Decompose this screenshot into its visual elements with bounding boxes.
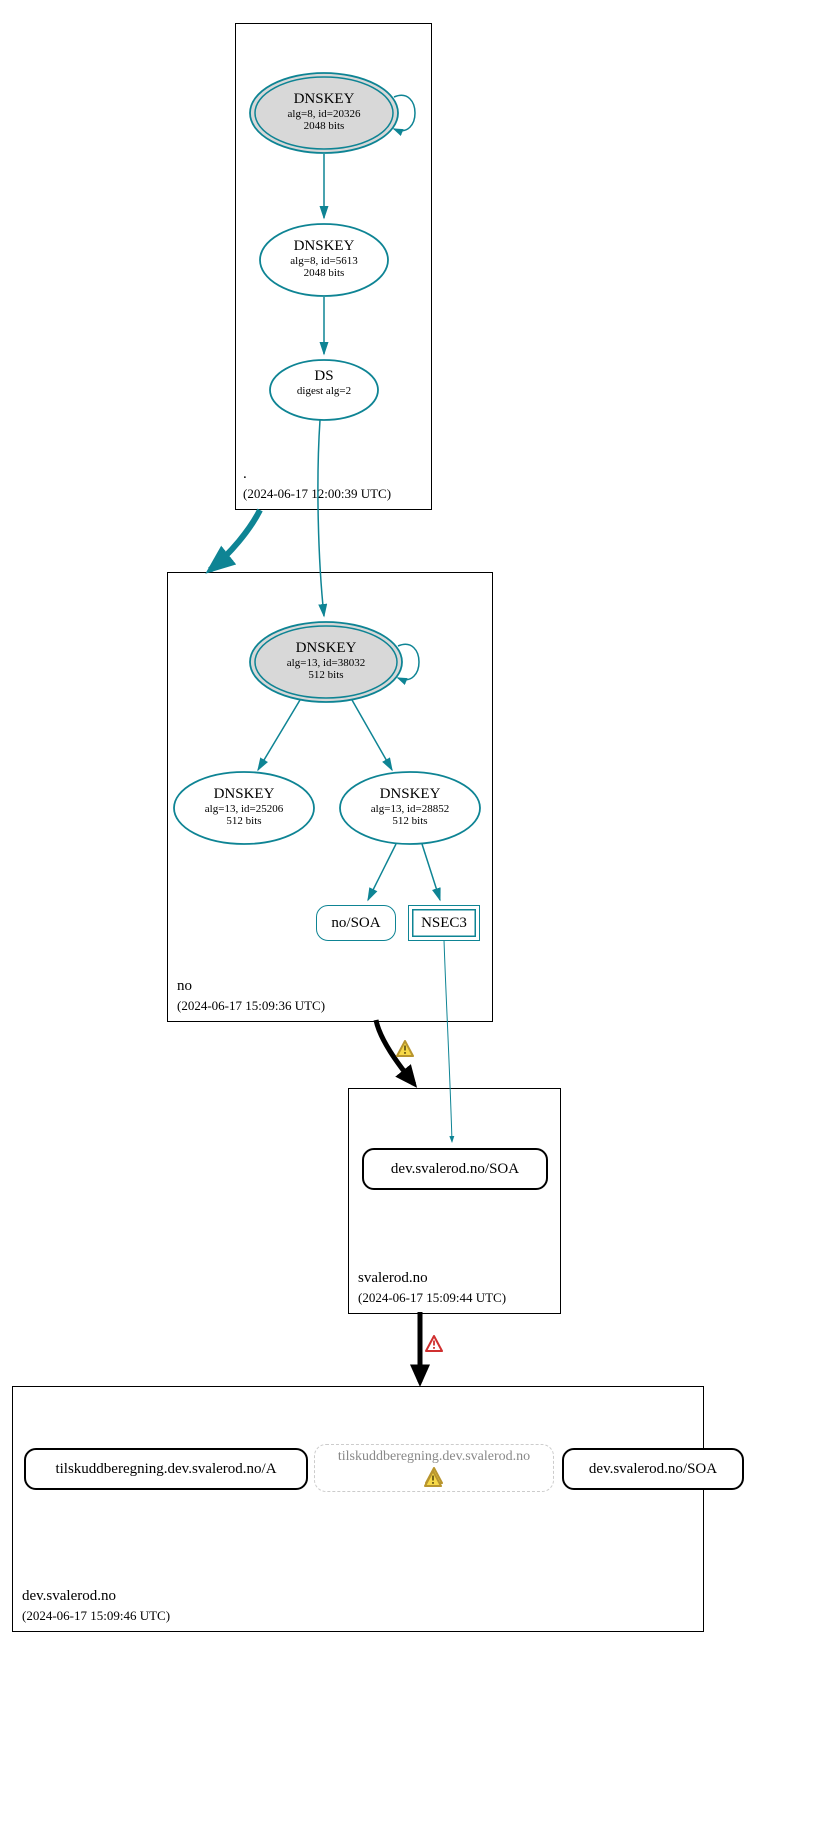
- dev-a-label: tilskuddberegning.dev.svalerod.no/A: [55, 1461, 276, 1478]
- no-soa-node: no/SOA: [316, 905, 396, 941]
- warning-icon: [396, 1040, 414, 1058]
- zone-dev-label: dev.svalerod.no: [22, 1588, 116, 1605]
- root_ds-node: DSdigest alg=2: [244, 368, 404, 397]
- no_zsk1-node: DNSKEYalg=13, id=25206512 bits: [164, 786, 324, 827]
- dev-soa-node: dev.svalerod.no/SOA: [562, 1448, 744, 1490]
- tilskudd-dashed-label: tilskuddberegning.dev.svalerod.no: [315, 1445, 553, 1465]
- zone-root-ts: (2024-06-17 12:00:39 UTC): [243, 486, 391, 502]
- root_ksk-node: DNSKEYalg=8, id=203262048 bits: [244, 91, 404, 132]
- no_zsk2-node: DNSKEYalg=13, id=28852512 bits: [330, 786, 490, 827]
- warning-icon: [424, 1470, 442, 1488]
- no_ksk-node: DNSKEYalg=13, id=38032512 bits: [246, 640, 406, 681]
- warning-icon: [425, 1335, 443, 1353]
- svalerod-soa-label: dev.svalerod.no/SOA: [391, 1161, 519, 1178]
- dev-a-node: tilskuddberegning.dev.svalerod.no/A: [24, 1448, 308, 1490]
- nsec3-node: NSEC3: [408, 905, 480, 941]
- zone-svalerod-label: svalerod.no: [358, 1270, 428, 1287]
- zone-dev-ts: (2024-06-17 15:09:46 UTC): [22, 1608, 170, 1624]
- zone-no-label: no: [177, 978, 192, 995]
- root_zsk-node: DNSKEYalg=8, id=56132048 bits: [244, 238, 404, 279]
- dev-soa-label: dev.svalerod.no/SOA: [589, 1461, 717, 1478]
- zone-svalerod-ts: (2024-06-17 15:09:44 UTC): [358, 1290, 506, 1306]
- no-soa-label: no/SOA: [331, 915, 380, 932]
- zone-root-label: .: [243, 466, 247, 483]
- svalerod-soa-node: dev.svalerod.no/SOA: [362, 1148, 548, 1190]
- nsec3-label: NSEC3: [421, 915, 467, 932]
- zone-no-ts: (2024-06-17 15:09:36 UTC): [177, 998, 325, 1014]
